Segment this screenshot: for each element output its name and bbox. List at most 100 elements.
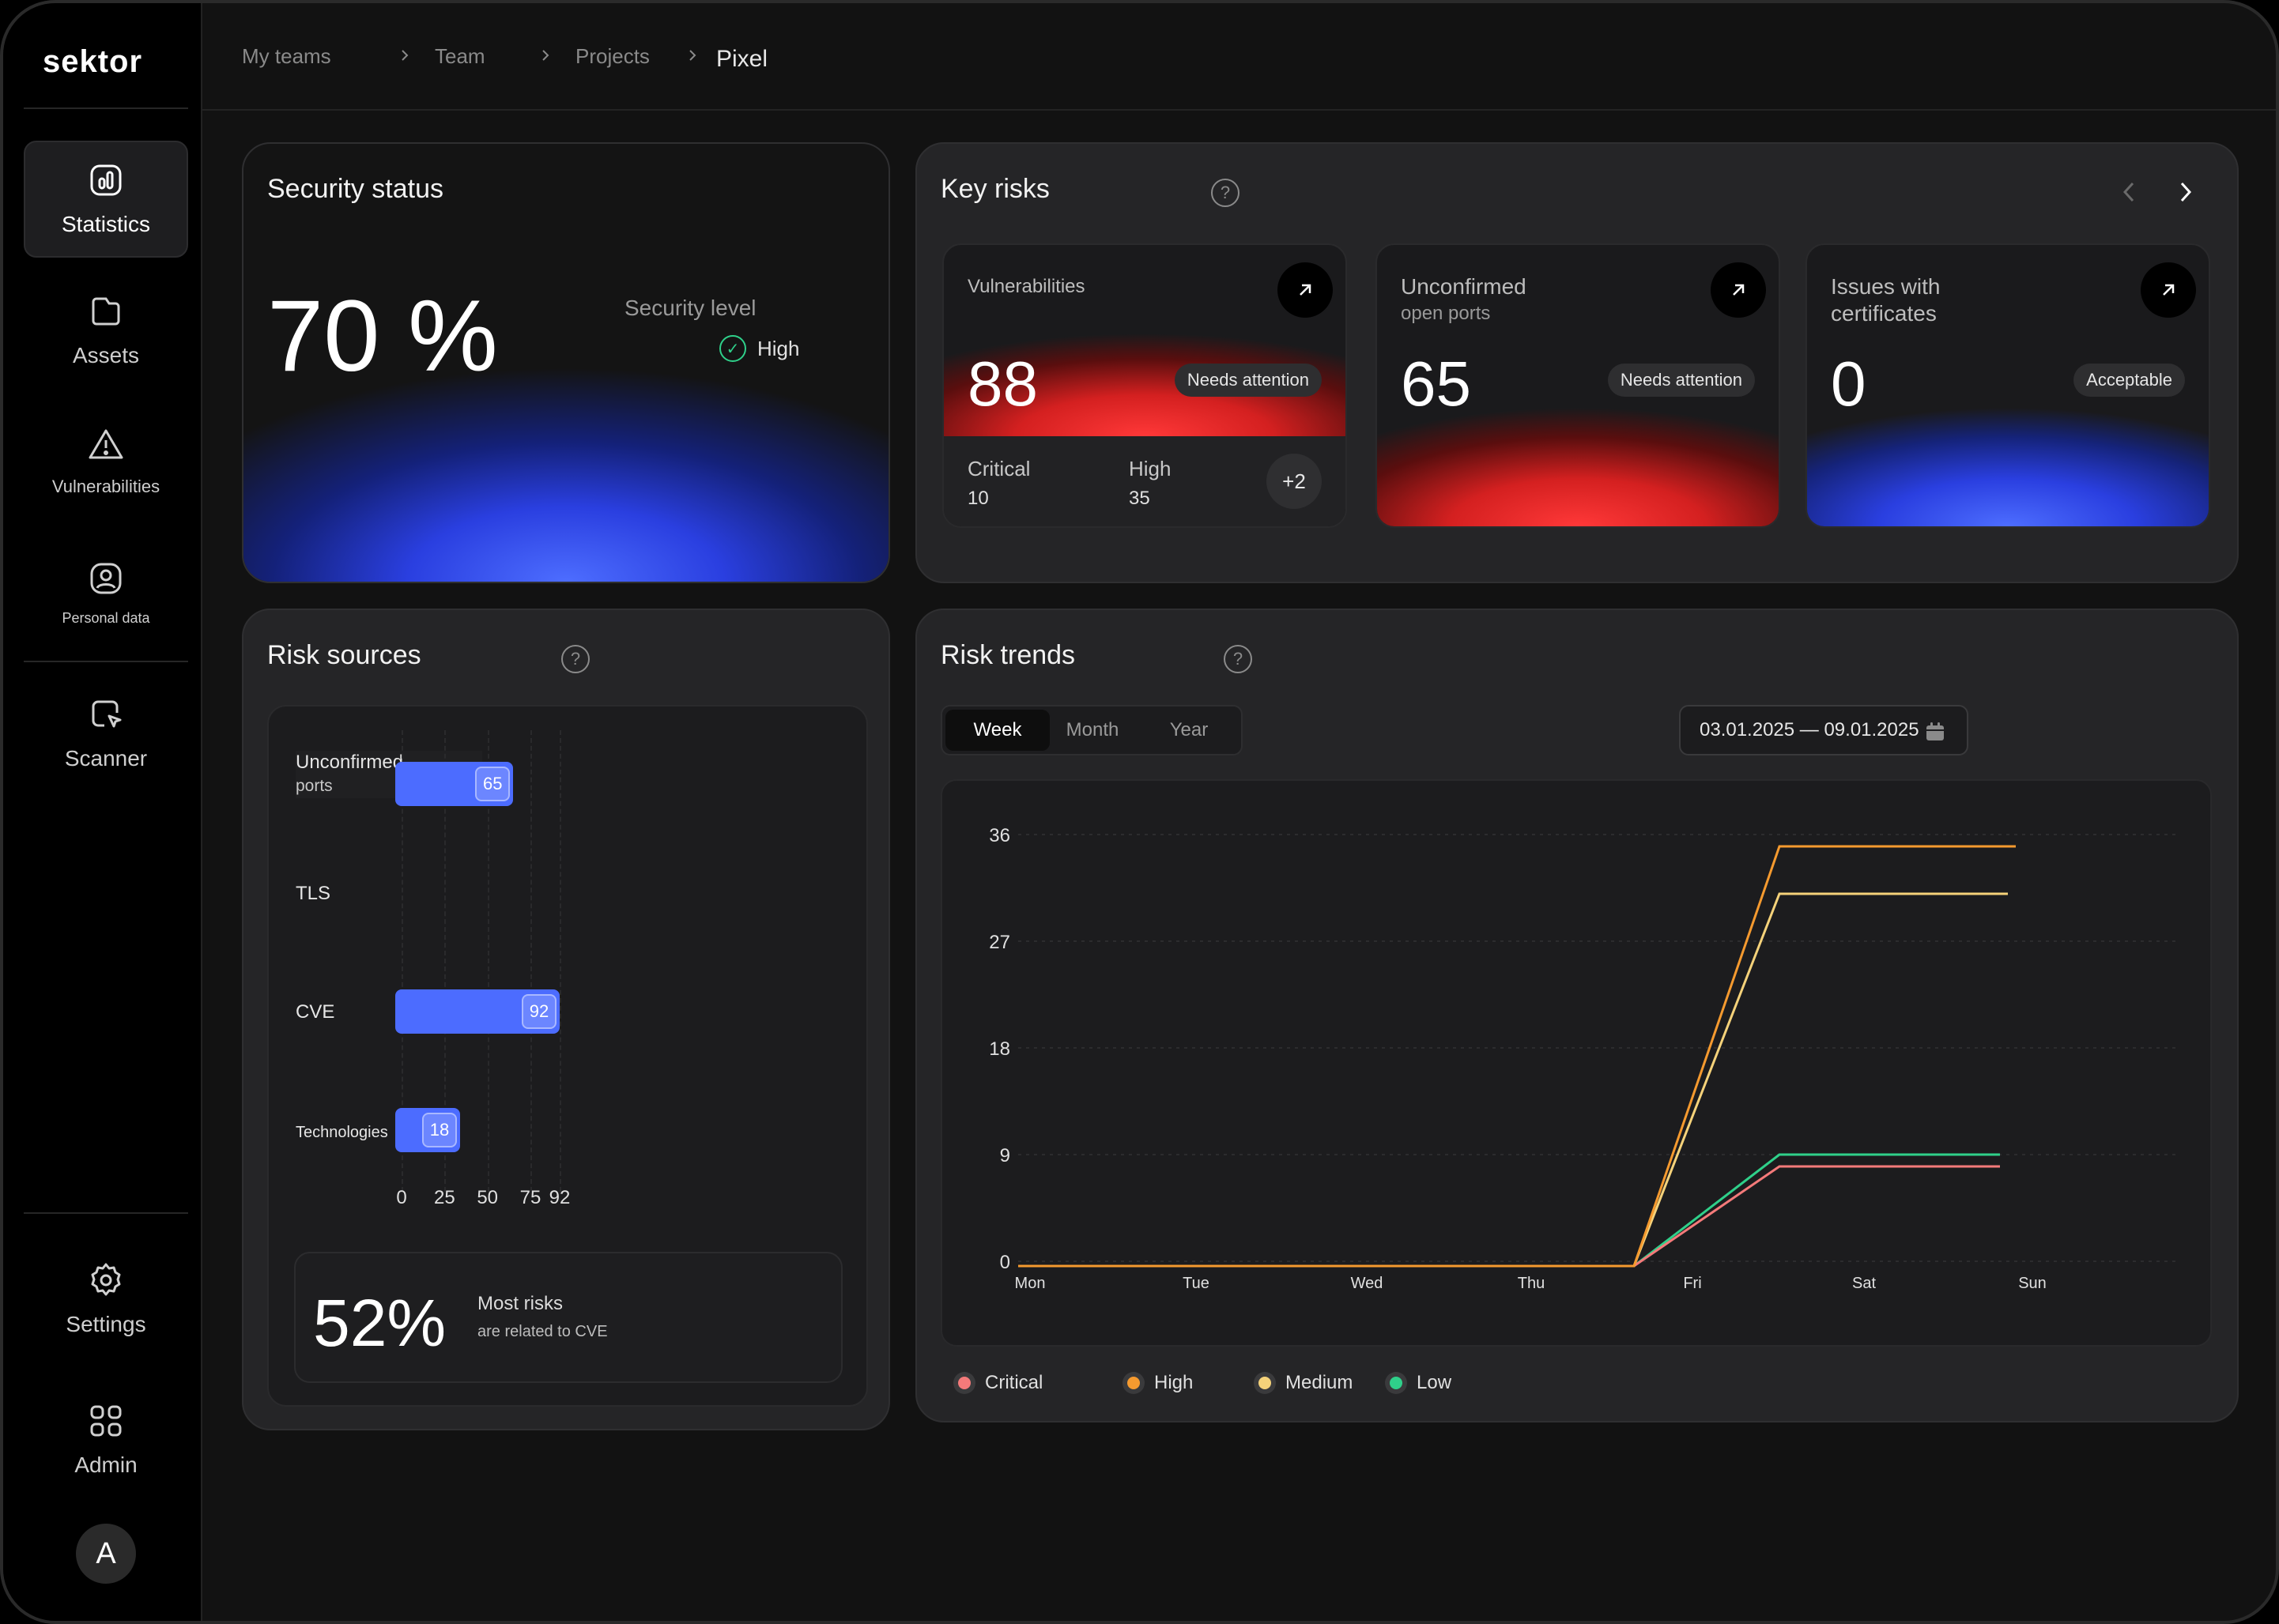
risk-card-title: Vulnerabilities: [968, 276, 1085, 297]
user-icon: [90, 563, 122, 593]
y-tick-label: 36: [989, 825, 1010, 846]
help-icon[interactable]: ?: [561, 645, 590, 673]
legend-low[interactable]: Low: [1385, 1372, 1451, 1394]
status-badge: Acceptable: [2073, 364, 2185, 397]
x-tick-label: Sat: [1852, 1275, 1876, 1292]
bar-label-tls: TLS: [296, 883, 331, 904]
risk-sources-card: Risk sources ? Unconfirmed ports TLS CVE …: [242, 609, 890, 1430]
arrow-up-right-icon[interactable]: [1711, 262, 1766, 318]
risk-card-vulnerabilities[interactable]: Vulnerabilities 88 Needs attention Criti…: [942, 243, 1347, 528]
sidebar-divider: [24, 107, 188, 109]
risk-card-certificates[interactable]: Issues with certificates 0 Acceptable: [1805, 243, 2210, 528]
sidebar-item-label: Assets: [72, 343, 140, 367]
status-badge: Needs attention: [1607, 364, 1755, 397]
risk-card-value: 88: [968, 349, 1038, 419]
gear-icon: [91, 1263, 121, 1296]
security-status-card: Security status 70 % Security level ✓ Hi…: [242, 142, 890, 583]
breakdown-critical: Critical 10: [968, 457, 1031, 509]
sidebar-item-vulnerabilities[interactable]: Vulnerabilities: [24, 403, 188, 520]
help-icon[interactable]: ?: [1211, 179, 1239, 207]
bar[interactable]: 92: [395, 989, 560, 1034]
x-tick-label: Tue: [1183, 1275, 1209, 1292]
sidebar-item-settings[interactable]: Settings: [24, 1241, 188, 1358]
arrow-up-right-icon[interactable]: [2141, 262, 2196, 318]
arrow-up-right-icon[interactable]: [1277, 262, 1333, 318]
security-level-value: High: [757, 336, 800, 360]
bar[interactable]: 65: [395, 762, 514, 806]
tick-label: 92: [549, 1187, 571, 1208]
chevron-right-icon: [689, 50, 696, 61]
tab-week[interactable]: Week: [945, 710, 1050, 751]
legend-high[interactable]: High: [1123, 1372, 1193, 1394]
risk-card-value: 0: [1831, 349, 1866, 419]
legend-dot: [1123, 1372, 1145, 1394]
sidebar-item-label: Admin: [74, 1453, 138, 1477]
sidebar: sektor Statistics Assets Vulnerabilities…: [3, 3, 202, 1621]
series-line-critical: [1018, 1165, 2000, 1268]
sidebar-item-personal-data[interactable]: Personal data: [24, 534, 188, 651]
bar[interactable]: 18: [395, 1108, 460, 1152]
check-icon: ✓: [719, 335, 746, 362]
grid-line: [487, 730, 489, 1192]
sidebar-item-label: Vulnerabilities: [51, 477, 160, 496]
summary-value: 52%: [313, 1286, 447, 1360]
series-line-high: [1018, 845, 2016, 1268]
sidebar-item-assets[interactable]: Assets: [24, 272, 188, 389]
grid-line: [560, 730, 561, 1192]
y-tick-label: 9: [1000, 1145, 1010, 1166]
date-range-picker[interactable]: 03.01.2025 — 09.01.2025: [1679, 705, 1968, 755]
risk-trends-chart: 36 27 18 9 0 Mon Tue Wed Thu Fri Sat Sun: [941, 779, 2212, 1347]
avatar[interactable]: A: [76, 1524, 136, 1584]
bar-label-technologies: Technologies: [296, 1124, 388, 1141]
card-title: Security status: [267, 174, 443, 204]
x-tick-label: Sun: [2018, 1275, 2047, 1292]
card-glow: [1377, 408, 1779, 526]
scanner-icon: [92, 700, 122, 728]
legend-critical[interactable]: Critical: [953, 1372, 1043, 1394]
status-badge: Needs attention: [1174, 364, 1322, 397]
risk-card-open-ports[interactable]: Unconfirmed open ports 65 Needs attention: [1375, 243, 1780, 528]
x-tick-label: Fri: [1683, 1275, 1701, 1292]
period-tabs: Week Month Year: [941, 705, 1243, 755]
breadcrumb-team[interactable]: Team: [435, 44, 485, 68]
line-chart: 36 27 18 9 0 Mon Tue Wed Thu Fri Sat Sun: [989, 825, 2175, 1292]
breadcrumb: My teams Team Projects Pixel: [202, 3, 2276, 111]
x-tick-label: Thu: [1518, 1275, 1545, 1292]
chevron-right-icon: [542, 50, 549, 61]
tick-label: 50: [477, 1187, 499, 1208]
bar-label-cve: CVE: [296, 1001, 335, 1023]
grid-line: [402, 730, 403, 1192]
breadcrumb-my-teams[interactable]: My teams: [242, 44, 331, 68]
tab-month[interactable]: Month: [1066, 719, 1119, 740]
risk-trends-card: Risk trends ? Week Month Year 03.01.2025…: [915, 609, 2239, 1422]
chevron-right-icon[interactable]: [2174, 179, 2198, 205]
security-glow: [243, 368, 889, 582]
grid-line: [530, 730, 533, 1192]
breadcrumb-projects[interactable]: Projects: [575, 44, 650, 68]
statistics-icon: [90, 164, 122, 196]
tab-year[interactable]: Year: [1169, 719, 1209, 740]
key-risks-card: Key risks ? Vulnerabilities 88 Needs att…: [915, 142, 2239, 583]
risk-summary: 52% Most risks are related to CVE: [294, 1252, 843, 1383]
sidebar-item-admin[interactable]: Admin: [24, 1381, 188, 1498]
help-icon[interactable]: ?: [1224, 645, 1252, 673]
logo: sektor: [43, 44, 143, 79]
sidebar-divider: [24, 661, 188, 662]
more-button[interactable]: +2: [1266, 454, 1322, 509]
summary-note: Most risks are related to CVE: [477, 1293, 608, 1340]
series-line-low: [1018, 1153, 2000, 1268]
folder-icon: [92, 297, 120, 326]
chevron-left-icon[interactable]: [2117, 179, 2141, 205]
risk-card-value: 65: [1401, 349, 1471, 419]
bar-value-label: 92: [522, 994, 557, 1029]
x-tick-label: Wed: [1351, 1275, 1383, 1292]
legend-dot: [1385, 1372, 1407, 1394]
bar-value-label: 65: [475, 767, 511, 801]
legend-dot: [953, 1372, 975, 1394]
sidebar-item-statistics[interactable]: Statistics: [24, 141, 188, 258]
legend-medium[interactable]: Medium: [1254, 1372, 1353, 1394]
x-tick-label: Mon: [1015, 1275, 1046, 1292]
tick-label: 0: [396, 1187, 407, 1208]
sidebar-item-scanner[interactable]: Scanner: [24, 675, 188, 792]
